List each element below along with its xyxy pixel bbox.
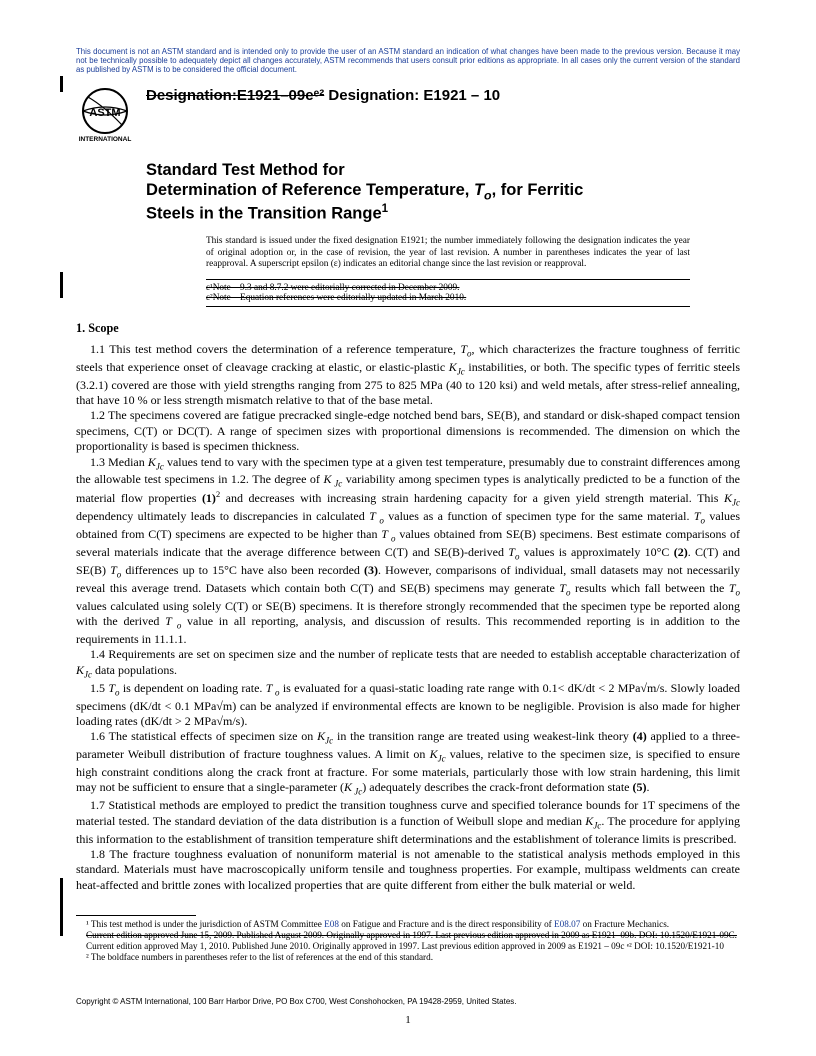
old-designation: Designation:E1921–09eᵉ² — [146, 87, 324, 104]
new-designation: Designation: E1921 – 10 — [328, 87, 500, 104]
page-number: 1 — [0, 1014, 816, 1026]
svg-text:INTERNATIONAL: INTERNATIONAL — [79, 136, 132, 143]
para-1-2: 1.2 The specimens covered are fatigue pr… — [76, 408, 740, 454]
change-bar — [60, 272, 63, 298]
para-1-5: 1.5 To is dependent on loading rate. T o… — [76, 681, 740, 730]
divider — [206, 306, 690, 307]
committee-link[interactable]: E08 — [324, 919, 339, 929]
astm-logo: ASTM INTERNATIONAL — [76, 85, 134, 143]
epsilon-notes: ε¹Note—9.3 and 8.7.2 were editorially co… — [206, 283, 690, 303]
para-1-6: 1.6 The statistical effects of specimen … — [76, 729, 740, 798]
divider — [206, 279, 690, 280]
title-line-1: Standard Test Method for — [146, 161, 740, 181]
title-line-2: Determination of Reference Temperature, … — [146, 181, 740, 203]
footnote-1-new: Current edition approved May 1, 2010. Pu… — [76, 941, 740, 952]
eps-note-2: ε²Note—Equation references were editoria… — [206, 293, 690, 303]
subcommittee-link[interactable]: E08.07 — [554, 919, 580, 929]
footnote-2: ² The boldface numbers in parentheses re… — [76, 952, 740, 963]
svg-text:ASTM: ASTM — [89, 107, 120, 119]
change-bar — [60, 76, 63, 92]
scope-body: 1.1 This test method covers the determin… — [76, 342, 740, 893]
footnote-1: ¹ This test method is under the jurisdic… — [76, 919, 740, 930]
para-1-7: 1.7 Statistical methods are employed to … — [76, 798, 740, 847]
para-1-8: 1.8 The fracture toughness evaluation of… — [76, 847, 740, 893]
issuance-note: This standard is issued under the fixed … — [206, 236, 690, 271]
footnote-1-old: Current edition approved June 15, 2009. … — [76, 930, 740, 941]
footnote-rule — [76, 915, 196, 916]
para-1-3: 1.3 Median KJc values tend to vary with … — [76, 455, 740, 648]
change-bar — [60, 878, 63, 936]
eps-note-1: ε¹Note—9.3 and 8.7.2 were editorially co… — [206, 283, 690, 293]
footnotes: ¹ This test method is under the jurisdic… — [76, 915, 740, 963]
designation-line: Designation:E1921–09eᵉ² Designation: E19… — [146, 87, 500, 104]
scope-heading: 1. Scope — [76, 321, 740, 336]
para-1-1: 1.1 This test method covers the determin… — [76, 342, 740, 409]
header-disclaimer: This document is not an ASTM standard an… — [76, 48, 740, 75]
copyright-line: Copyright © ASTM International, 100 Barr… — [76, 997, 517, 1006]
title-line-3: Steels in the Transition Range1 — [146, 203, 740, 224]
para-1-4: 1.4 Requirements are set on specimen siz… — [76, 647, 740, 680]
